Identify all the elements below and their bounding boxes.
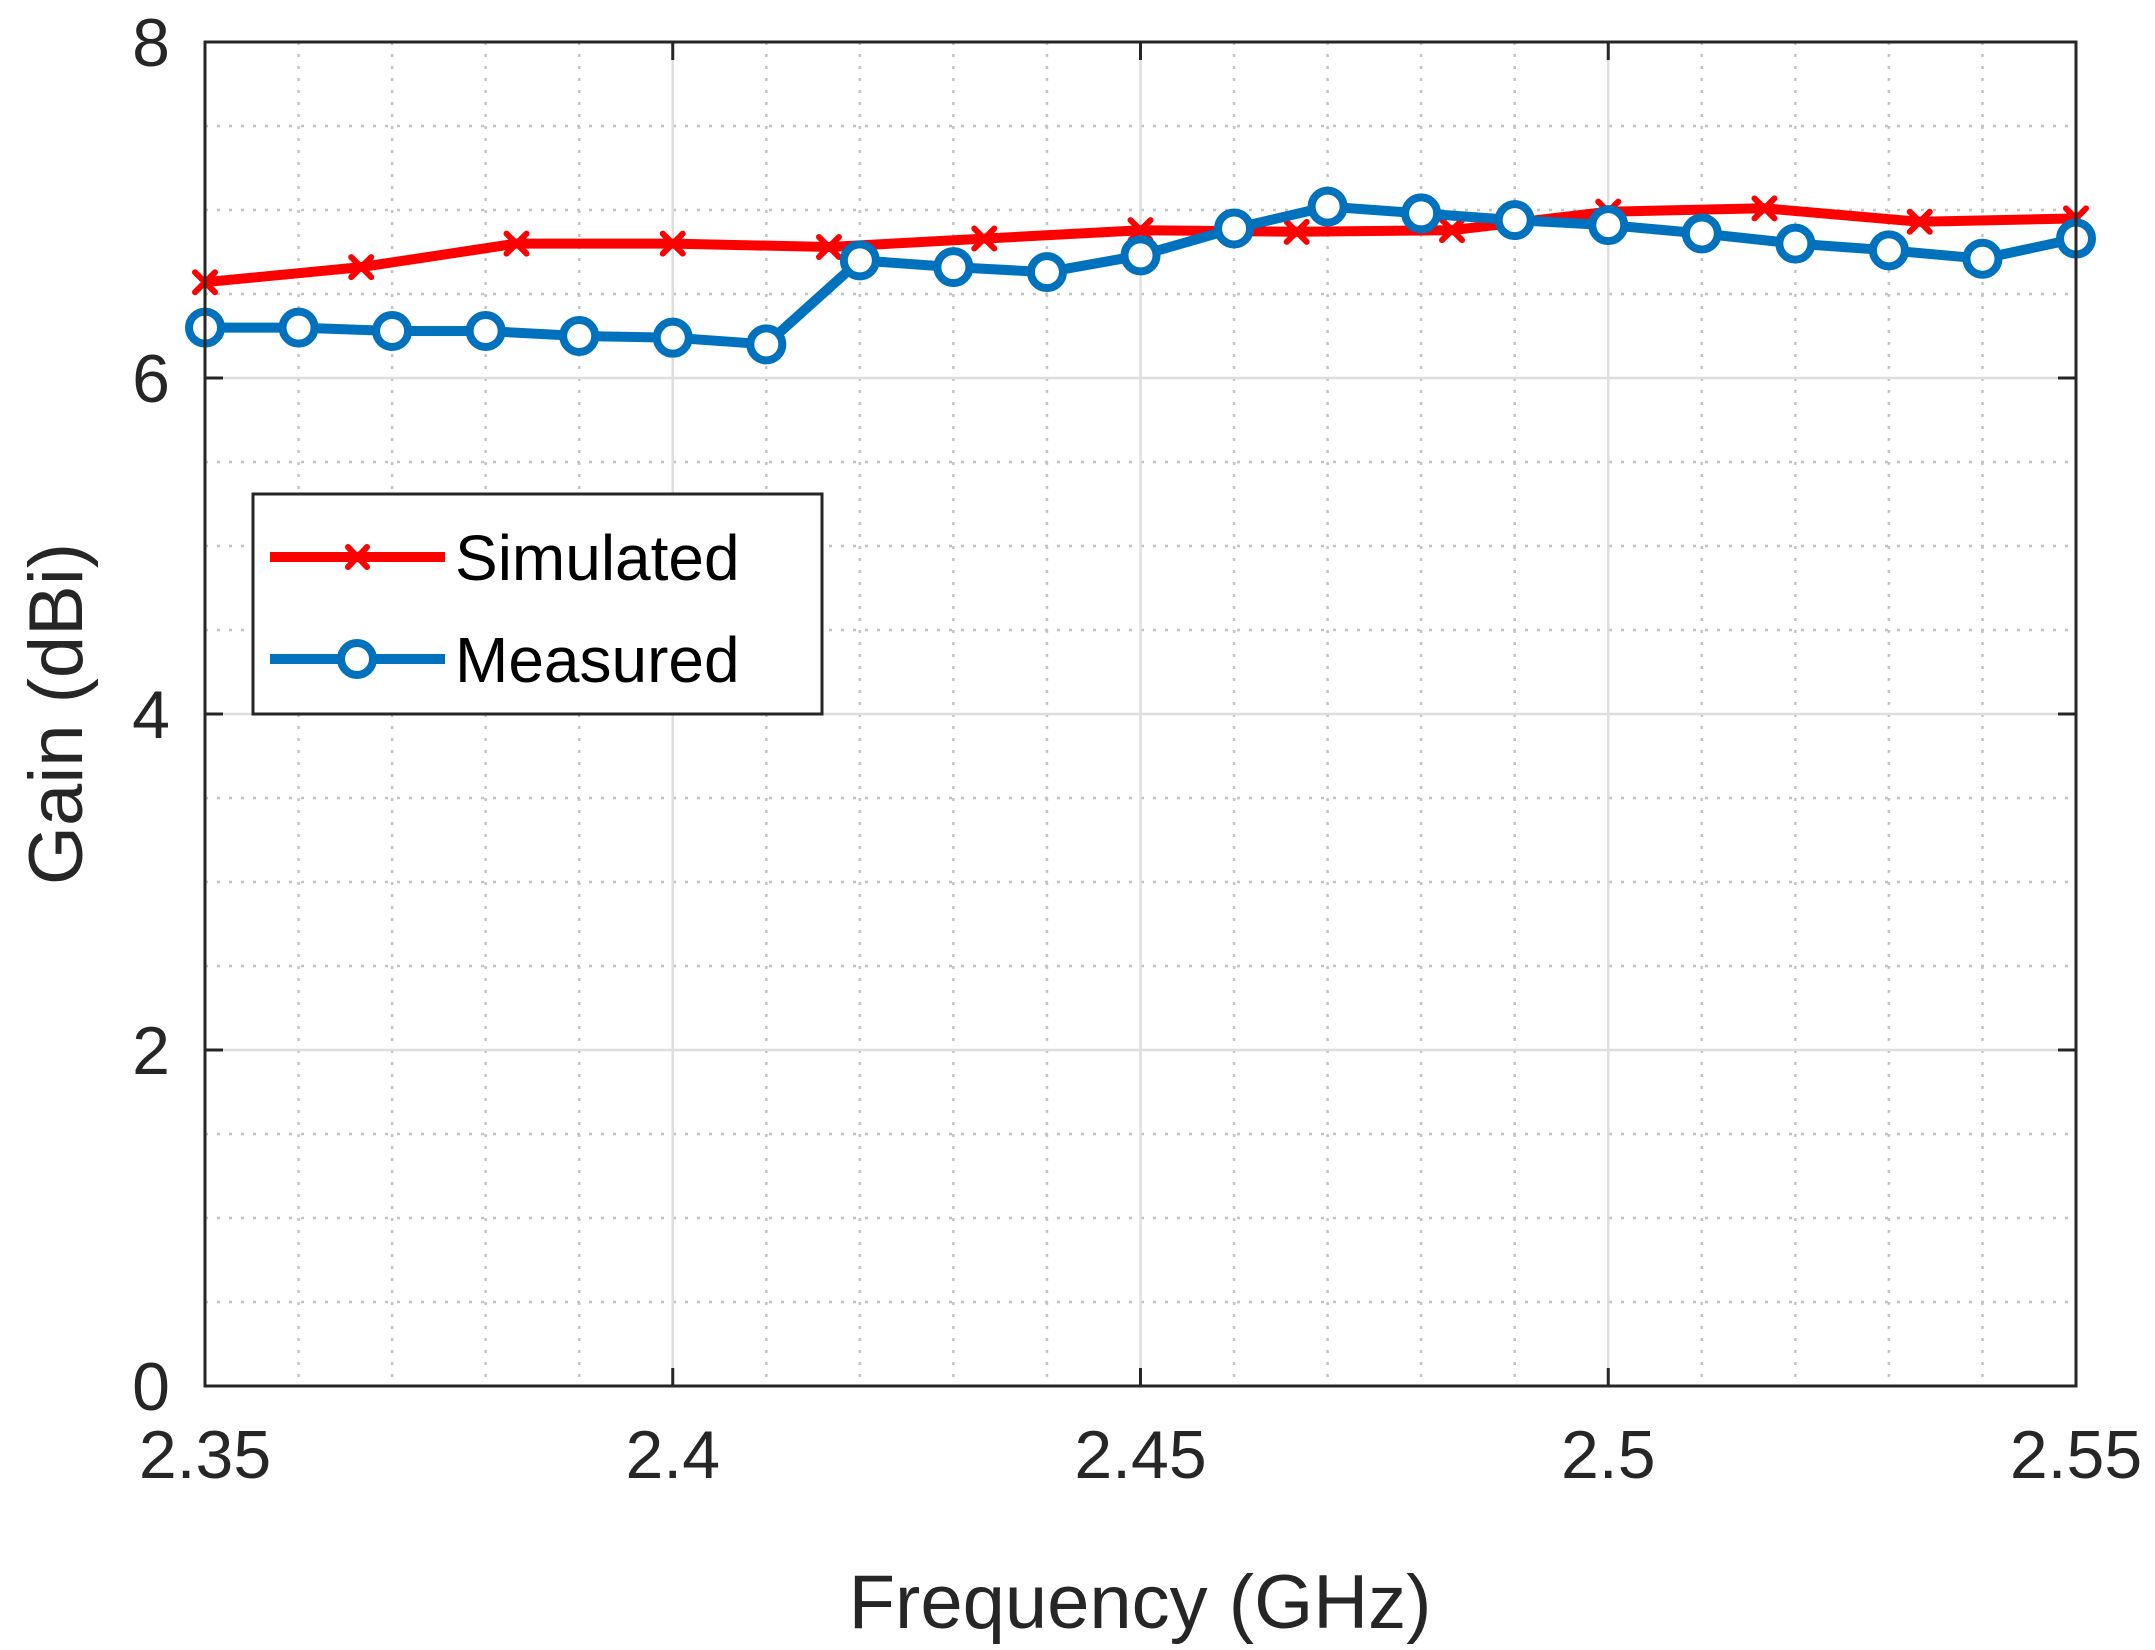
x-axis-label: Frequency (GHz) <box>849 1560 1432 1645</box>
x-tick-label: 2.5 <box>1561 1417 1656 1493</box>
x-tick-label: 2.35 <box>139 1417 271 1493</box>
data-point-measured <box>465 310 506 351</box>
data-point-stroke <box>503 230 530 257</box>
data-point-measured <box>1026 252 1067 293</box>
data-point-measured <box>559 316 600 356</box>
data-point-stroke <box>971 225 998 252</box>
x-tick-label: 2.45 <box>1074 1417 1206 1493</box>
data-point-simulated <box>348 254 375 281</box>
y-tick-label: 2 <box>132 1013 170 1089</box>
data-point-stroke <box>348 254 375 281</box>
data-point-measured <box>1401 193 1442 234</box>
legend-box <box>251 492 824 716</box>
data-point-simulated <box>1906 208 1933 235</box>
data-point-measured <box>1120 235 1161 276</box>
data-point-simulated <box>1751 195 1778 222</box>
y-tick-labels: 0 2 4 6 8 <box>132 5 170 1425</box>
y-axis-label: Gain (dBi) <box>14 543 99 885</box>
legend-item-simulated: Simulated <box>270 522 740 594</box>
series-layer <box>185 186 2096 365</box>
legend-item-measured: Measured <box>270 624 740 696</box>
legend-label-measured: Measured <box>455 624 740 696</box>
y-tick-label: 6 <box>132 341 170 417</box>
data-point-stroke <box>815 233 842 260</box>
data-point-measured <box>372 310 413 351</box>
legend: Simulated Measured <box>251 492 824 716</box>
data-point-simulated <box>659 230 686 257</box>
data-point-measured <box>278 307 319 348</box>
data-point-measured <box>1588 205 1629 246</box>
data-point-measured <box>652 317 693 358</box>
legend-label-simulated: Simulated <box>455 522 740 594</box>
data-point-measured <box>746 324 787 365</box>
data-point-stroke <box>1751 195 1778 222</box>
data-point-measured <box>1681 213 1722 254</box>
data-point-simulated <box>971 225 998 252</box>
data-point-measured <box>839 240 880 281</box>
legend-marker-simulated <box>345 544 370 570</box>
data-point-measured <box>1494 200 1535 241</box>
data-point-simulated <box>1283 218 1310 245</box>
data-point-measured <box>1307 186 1348 227</box>
x-tick-label: 2.4 <box>625 1417 720 1493</box>
data-point-simulated <box>815 233 842 260</box>
y-tick-label: 0 <box>132 1349 170 1425</box>
series-measured <box>185 186 2096 365</box>
data-point-stroke <box>1906 208 1933 235</box>
legend-marker-measured <box>337 639 377 679</box>
data-point-stroke <box>1439 217 1466 244</box>
data-point-measured <box>1868 230 1909 271</box>
data-point-measured <box>1775 223 1816 264</box>
data-point-stroke <box>1283 218 1310 245</box>
x-tick-label: 2.55 <box>2010 1417 2142 1493</box>
axis-ticks <box>203 40 2078 1388</box>
data-point-simulated <box>503 230 530 257</box>
y-tick-label: 8 <box>132 5 170 81</box>
data-point-simulated <box>1439 217 1466 244</box>
x-tick-labels: 2.35 2.4 2.45 2.5 2.55 <box>139 1417 2142 1493</box>
data-point-measured <box>933 247 974 288</box>
data-point-measured <box>1214 208 1255 249</box>
data-point-measured <box>1962 238 2003 279</box>
y-tick-label: 4 <box>132 677 170 753</box>
data-point-stroke <box>659 230 686 257</box>
